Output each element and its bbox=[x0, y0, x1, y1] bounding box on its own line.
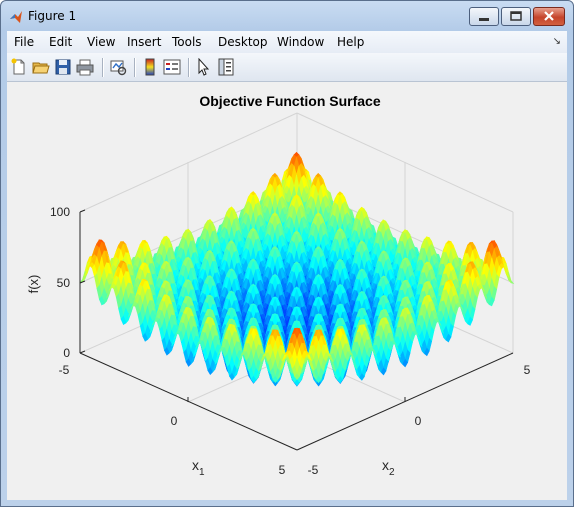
property-inspector-icon[interactable] bbox=[217, 58, 235, 76]
menu-file[interactable]: File bbox=[14, 35, 35, 49]
insert-colorbar-icon[interactable] bbox=[141, 58, 159, 76]
print-icon[interactable] bbox=[76, 58, 94, 76]
new-figure-icon[interactable] bbox=[10, 58, 28, 76]
menu-help[interactable]: Help bbox=[337, 35, 365, 49]
link-plot-icon[interactable] bbox=[109, 58, 127, 76]
edit-plot-icon[interactable] bbox=[195, 58, 213, 76]
toolbar bbox=[7, 53, 567, 82]
close-icon bbox=[544, 11, 554, 21]
close-button[interactable] bbox=[533, 7, 565, 26]
menu-desktop[interactable]: Desktop bbox=[218, 35, 268, 49]
toolbar-separator bbox=[188, 58, 190, 77]
menu-bar: File Edit View Insert Tools Desktop Wind… bbox=[7, 31, 567, 53]
toolbar-separator bbox=[134, 58, 136, 77]
menu-edit[interactable]: Edit bbox=[49, 35, 73, 49]
save-icon[interactable] bbox=[54, 58, 72, 76]
maximize-button[interactable] bbox=[501, 7, 531, 26]
menu-tools[interactable]: Tools bbox=[172, 35, 202, 49]
insert-legend-icon[interactable] bbox=[163, 58, 181, 76]
window-title: Figure 1 bbox=[28, 9, 77, 23]
surface-mesh bbox=[79, 151, 515, 387]
menu-view[interactable]: View bbox=[87, 35, 116, 49]
toolbar-separator bbox=[102, 58, 104, 77]
menu-insert[interactable]: Insert bbox=[127, 35, 162, 49]
matlab-logo-icon bbox=[10, 11, 22, 23]
plot-title: Objective Function Surface bbox=[199, 93, 381, 109]
title-bar[interactable]: Figure 1 bbox=[1, 1, 573, 31]
minimize-button[interactable] bbox=[469, 7, 499, 26]
minimize-icon bbox=[479, 18, 489, 21]
open-file-icon[interactable] bbox=[32, 58, 50, 76]
menu-window[interactable]: Window bbox=[277, 35, 325, 49]
dock-arrow-icon[interactable]: ↘ bbox=[552, 36, 561, 47]
maximize-icon bbox=[510, 11, 522, 21]
